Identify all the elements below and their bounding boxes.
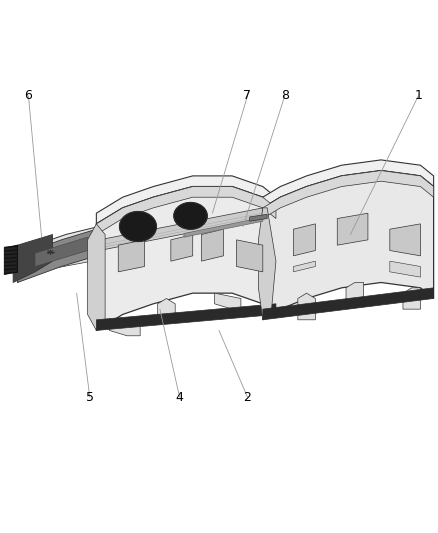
Polygon shape (337, 213, 368, 245)
Polygon shape (293, 261, 315, 272)
Polygon shape (184, 217, 263, 237)
Polygon shape (18, 229, 96, 282)
Polygon shape (403, 288, 420, 309)
Polygon shape (390, 261, 420, 277)
Polygon shape (18, 203, 263, 266)
Polygon shape (293, 224, 315, 256)
Polygon shape (96, 304, 276, 330)
Polygon shape (298, 293, 315, 320)
Polygon shape (88, 224, 105, 330)
Polygon shape (35, 237, 88, 266)
Polygon shape (96, 176, 276, 224)
Polygon shape (18, 219, 263, 282)
Polygon shape (118, 240, 145, 272)
Polygon shape (110, 320, 140, 336)
Polygon shape (263, 160, 434, 208)
Text: 6: 6 (25, 90, 32, 102)
Polygon shape (250, 214, 267, 221)
Text: 1: 1 (414, 90, 422, 102)
Polygon shape (263, 288, 434, 320)
Polygon shape (120, 212, 156, 241)
Polygon shape (96, 187, 276, 235)
Polygon shape (171, 235, 193, 261)
Polygon shape (174, 203, 207, 229)
Polygon shape (346, 282, 364, 304)
Polygon shape (201, 229, 223, 261)
Polygon shape (263, 171, 434, 320)
Polygon shape (215, 293, 241, 309)
Polygon shape (18, 208, 263, 266)
Polygon shape (263, 171, 434, 219)
Text: 7: 7 (244, 90, 251, 102)
Polygon shape (158, 298, 175, 320)
Text: 5: 5 (86, 391, 94, 403)
Text: 8: 8 (281, 90, 289, 102)
Text: 2: 2 (244, 391, 251, 403)
Polygon shape (390, 224, 420, 256)
Polygon shape (258, 208, 276, 320)
Polygon shape (96, 187, 276, 330)
Text: 4: 4 (176, 391, 184, 403)
Polygon shape (4, 245, 18, 274)
Polygon shape (13, 235, 53, 282)
Polygon shape (237, 240, 263, 272)
